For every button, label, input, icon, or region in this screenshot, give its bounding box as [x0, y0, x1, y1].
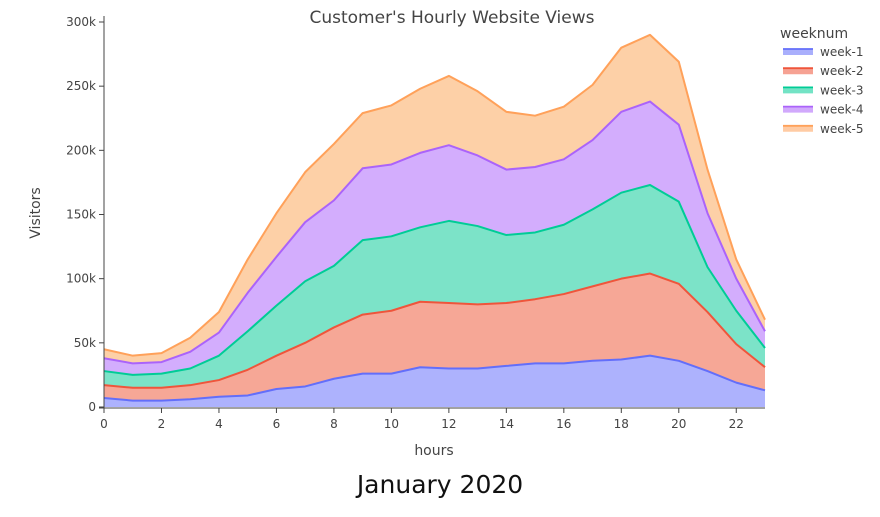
series-lines: [103, 33, 766, 402]
x-tick-label: 2: [158, 417, 166, 431]
y-axis-title: Visitors: [28, 187, 44, 238]
axes: 0 2 4 6 8 10 12 14 16 18 20 22 0 50k 100k 150k 200k 250k 3…: [66, 15, 765, 431]
chart-caption: January 2020: [356, 470, 524, 499]
legend-label-week-5: week-5: [820, 122, 864, 136]
x-tick-label: 6: [273, 417, 281, 431]
area-week-4: [104, 101, 765, 375]
legend-label-week-3: week-3: [820, 83, 864, 97]
area-week-1: [104, 355, 765, 407]
x-tick-label: 16: [556, 417, 571, 431]
x-tick-label: 18: [614, 417, 629, 431]
line-week-2: [103, 272, 766, 389]
y-tick-label: 0: [88, 400, 96, 414]
x-tick-label: 22: [729, 417, 744, 431]
line-week-4: [103, 100, 766, 365]
area-week-5: [104, 34, 765, 364]
x-axis-title: hours: [414, 443, 453, 459]
line-week-1: [103, 354, 766, 402]
legend-label-week-1: week-1: [820, 45, 864, 59]
area-week-3: [104, 184, 765, 388]
line-week-5: [103, 33, 766, 357]
y-tick-label: 300k: [66, 15, 96, 29]
legend-label-week-2: week-2: [820, 64, 864, 78]
x-tick-label: 20: [671, 417, 686, 431]
area-week-2: [104, 273, 765, 401]
x-tick-label: 12: [441, 417, 456, 431]
legend-label-week-4: week-4: [820, 103, 864, 117]
chart-title: Customer's Hourly Website Views: [309, 8, 594, 28]
legend: weeknum week-1 week-2 week-3 week-4 week-5: [780, 26, 864, 136]
y-tick-label: 50k: [74, 336, 96, 350]
x-tick-label: 4: [215, 417, 223, 431]
x-tick-label: 0: [100, 417, 108, 431]
x-tick-label: 8: [330, 417, 338, 431]
y-tick-label: 250k: [66, 79, 96, 93]
x-tick-label: 10: [384, 417, 399, 431]
y-tick-label: 100k: [66, 272, 96, 286]
y-tick-label: 150k: [66, 208, 96, 222]
y-tick-label: 200k: [66, 143, 96, 157]
legend-title: weeknum: [780, 26, 848, 42]
stacked-areas: [104, 34, 765, 407]
line-week-3: [103, 183, 766, 376]
x-tick-label: 14: [499, 417, 514, 431]
